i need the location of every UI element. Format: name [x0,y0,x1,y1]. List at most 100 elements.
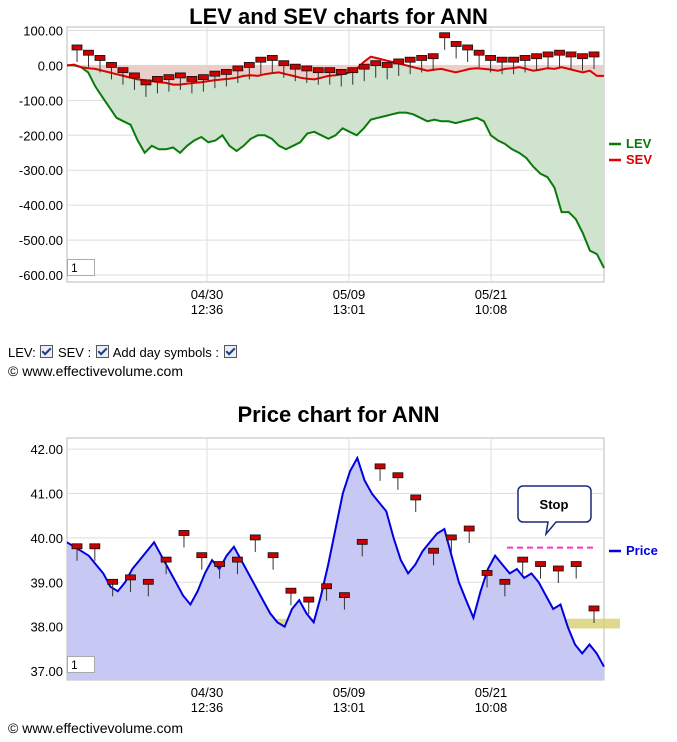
day-symbol [94,55,106,61]
day-symbol [358,63,370,70]
y-tick-label: 100.00 [23,23,63,38]
y-tick-label: -300.00 [19,163,63,178]
day-symbol [565,51,577,58]
y-tick-label: 38.00 [30,620,63,635]
y-tick-label: -100.00 [19,93,63,108]
legend-label: SEV [626,152,652,167]
day-symbol [462,44,474,51]
day-symbol [303,596,315,603]
day-symbol [71,543,83,550]
day-symbol [416,55,428,61]
x-tick-date: 05/09 [333,287,366,302]
day-symbol [335,69,347,75]
lev-checkbox[interactable] [40,345,54,358]
series-area-lev [67,65,604,269]
day-symbol [186,75,198,82]
lev-toggle-label: LEV: [8,345,36,360]
day-symbol [381,62,393,68]
day-symbol [249,534,261,541]
price-range-box[interactable]: 1 [67,656,95,673]
day-symbol [129,72,140,79]
day-symbol [392,472,404,479]
y-tick-label: 42.00 [30,442,63,457]
day-symbol [312,67,324,74]
day-symbol [220,69,232,75]
day-symbol [106,62,117,68]
day-symbol [89,543,101,550]
day-symbol [499,578,511,585]
day-symbol [117,67,129,74]
day-symbol [301,65,313,72]
day-symbol [142,578,154,585]
stop-callout-box [517,485,592,537]
y-tick-label: 0.00 [38,58,63,73]
series-line-lev [67,64,605,269]
day-symbol [485,55,497,61]
day-symbol [71,44,83,51]
day-symbol [517,556,529,563]
lev-sev-chart-title: LEV and SEV charts for ANN [189,4,488,29]
y-tick-label: 40.00 [30,531,63,546]
day-symbol [450,41,462,47]
day-symbol [214,561,226,567]
copyright-text: © www.effectivevolume.com [8,720,184,736]
day-symbol [174,72,186,79]
day-symbol [232,65,244,72]
day-symbol [285,587,297,594]
day-symbol [508,56,519,63]
x-tick-date: 05/09 [333,685,366,700]
legend-label: LEV [626,136,652,151]
day-symbol [107,578,119,585]
day-symbol [496,56,508,63]
day-symbol [160,556,172,563]
day-symbol [410,494,422,501]
y-tick-label: 39.00 [30,575,63,590]
y-tick-label: -400.00 [19,198,63,213]
day-symbol [535,561,546,567]
y-tick-label: -500.00 [19,233,63,248]
day-symbol [588,605,600,612]
legend-label: Price [626,543,658,558]
day-symbol [519,55,531,61]
day-symbol [393,58,405,65]
day-symbol [370,60,382,67]
day-symbol [347,67,359,74]
day-symbol [243,62,255,68]
day-symbol [531,53,542,60]
day-symbol [152,75,163,82]
day-symbol [178,530,190,536]
x-tick-time: 12:36 [191,700,224,715]
price-chart[interactable]: 42.00 41.00 40.00 39.00 38.00 37.00 04/3012:36… [0,398,677,718]
day-symbol [196,552,208,559]
day-symbol [427,53,439,60]
x-tick-date: 04/30 [191,287,224,302]
day-symbol [356,538,368,545]
day-symbols-checkbox[interactable] [223,345,237,358]
series-line-price [66,455,605,668]
stop-label: Stop [540,497,569,512]
x-tick-time: 12:36 [191,302,224,317]
copyright-text: © www.effectivevolume.com [8,363,184,379]
sev-checkbox[interactable] [95,345,109,358]
lev-range-box[interactable]: 1 [67,259,95,276]
x-tick-time: 10:08 [475,700,508,715]
day-symbol [125,574,136,581]
day-symbol [439,32,451,39]
day-symbol [267,552,279,559]
x-tick-time: 13:01 [333,700,366,715]
day-symbol [588,51,600,58]
day-symbols-label: Add day symbols : [112,345,219,360]
day-symbol [374,463,386,470]
series-area-price [67,458,604,680]
lev-sev-chart[interactable]: 100.00 0.00 -100.00 -200.00 -300.00 -400.00 -5… [0,0,677,340]
day-symbol [481,570,493,576]
day-symbol [473,49,485,56]
day-symbol [163,74,175,81]
day-symbol [209,70,221,77]
y-tick-label: -600.00 [19,268,63,283]
day-symbol [554,49,565,56]
price-chart-title: Price chart for ANN [237,402,440,427]
day-symbol [552,565,564,572]
series-line-sev [66,55,604,86]
day-symbol [577,53,588,60]
